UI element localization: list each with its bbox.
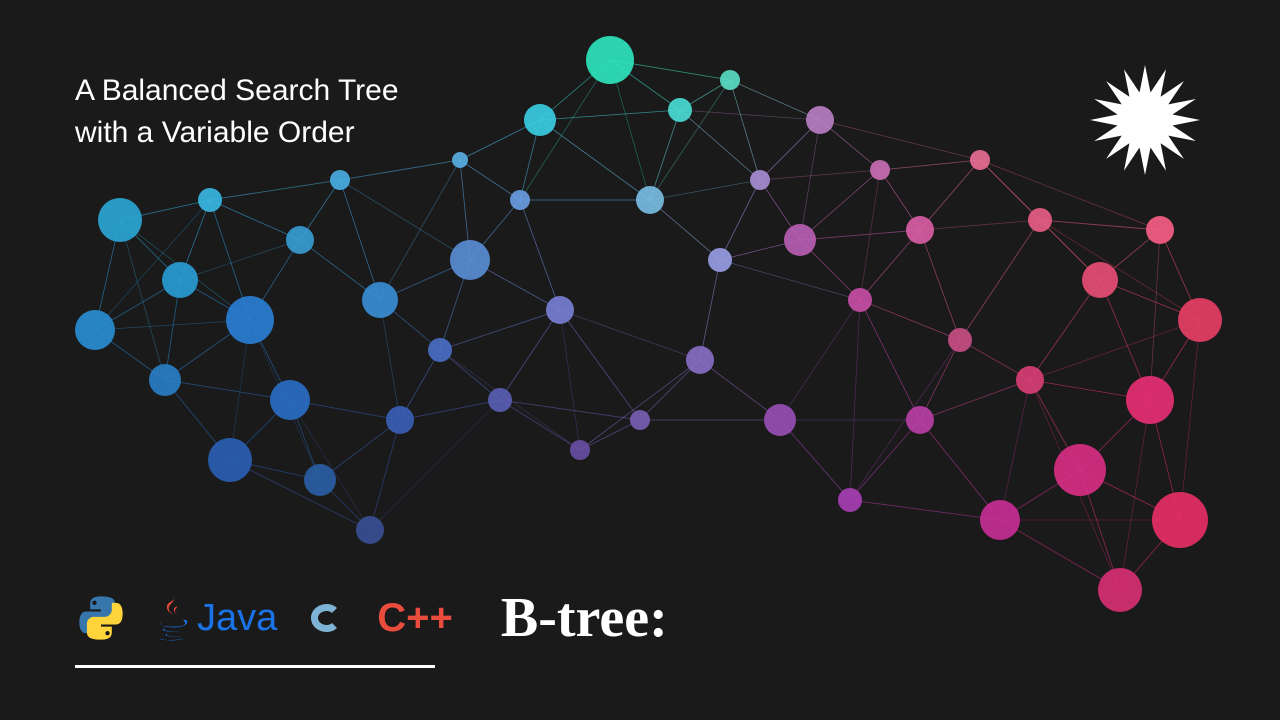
java-logo: Java <box>155 594 277 642</box>
language-underline <box>75 665 435 668</box>
c-icon <box>305 596 349 640</box>
python-icon <box>75 592 127 644</box>
cpp-label: C++ <box>377 596 453 641</box>
page-title: B-tree: <box>501 586 668 650</box>
language-row: Java C++ B-tree: <box>75 586 668 650</box>
subtitle-line1: A Balanced Search Tree <box>75 70 399 112</box>
starburst-icon <box>1085 65 1205 175</box>
subtitle: A Balanced Search Tree with a Variable O… <box>75 70 399 154</box>
java-label: Java <box>197 597 277 640</box>
subtitle-line2: with a Variable Order <box>75 112 399 154</box>
